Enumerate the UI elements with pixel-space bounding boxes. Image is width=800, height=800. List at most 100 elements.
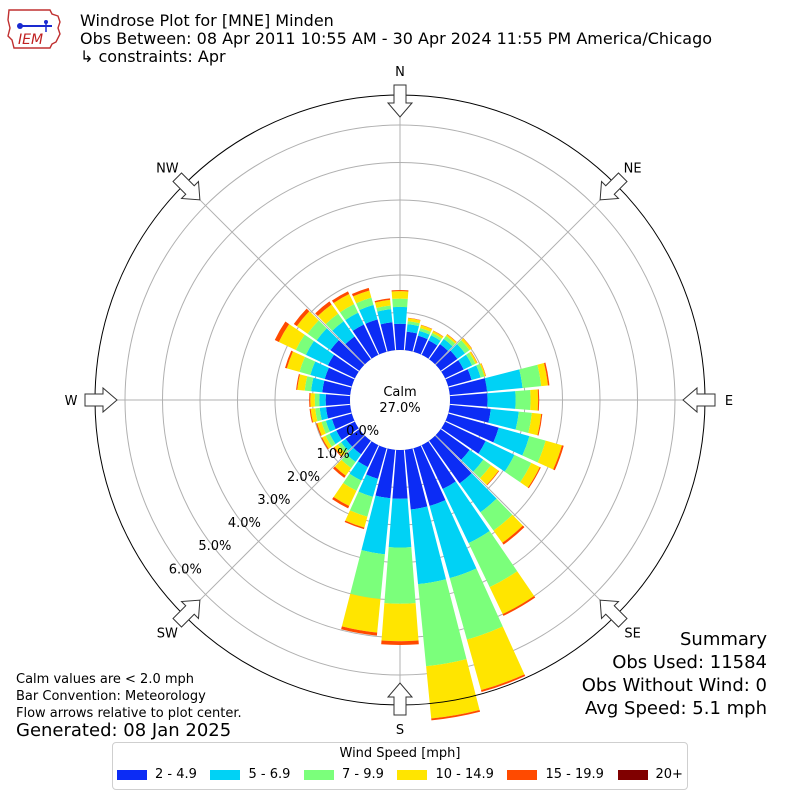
bar-dir20-bin3 [420, 325, 433, 332]
bar-dir140-bin3 [493, 514, 523, 543]
direction-label-w: W [65, 394, 78, 409]
bar-dir230-bin3 [334, 444, 346, 457]
bar-dir290-bin4 [285, 350, 293, 369]
bar-dir110-bin0 [445, 413, 499, 443]
bar-dir200-bin2 [349, 491, 373, 517]
bar-dir170-bin0 [404, 448, 428, 510]
bar-dir260-bin4 [309, 408, 314, 423]
bar-dir340-bin0 [365, 319, 387, 355]
legend-item-5: 20+ [617, 767, 683, 782]
bar-dir110-bin1 [493, 427, 530, 456]
bar-dir290-bin2 [299, 356, 316, 375]
legend-swatch-0 [117, 769, 147, 780]
bar-dir350-bin0 [380, 322, 396, 352]
bar-dir220-bin3 [334, 459, 352, 476]
bar-dir50-bin3 [461, 338, 472, 351]
bar-dir70-bin3 [479, 363, 486, 377]
bar-dir80-bin1 [484, 369, 523, 392]
bar-dir180-bin3 [381, 603, 419, 642]
bar-dir20-bin2 [419, 328, 431, 335]
legend-item-1: 5 - 6.9 [210, 767, 290, 782]
bar-dir240-bin3 [322, 435, 332, 449]
bar-dir10-bin0 [404, 331, 418, 352]
bar-dir220-bin4 [333, 466, 346, 478]
bar-dir200-bin4 [344, 520, 365, 530]
legend-swatch-2 [303, 769, 334, 780]
calm-label: Calm [383, 385, 416, 400]
bar-dir80-bin3 [537, 363, 548, 387]
bar-dir330-bin1 [345, 312, 364, 331]
bar-dir150-bin0 [421, 441, 456, 490]
bar-dir10-bin4 [408, 317, 421, 321]
bar-dir310-bin4 [293, 308, 310, 327]
direction-label-ne: NE [624, 161, 642, 176]
bar-dir0-bin1 [392, 306, 408, 324]
flow-arrow-45 [599, 172, 628, 201]
iem-logo-icon: IEM [6, 6, 64, 52]
axis-labels: N NE E SE S SW W NW 0.0% 1.0% 2.0% 3.0% 4.0% 5.0% 6.0% [65, 65, 734, 738]
bar-dir20-bin1 [417, 330, 430, 340]
bar-dir230-bin2 [338, 442, 349, 454]
constraints-label: ↳ constraints: Apr [80, 47, 226, 66]
bar-dir220-bin0 [353, 435, 371, 455]
bar-dir110-bin2 [522, 436, 546, 463]
bar-dir60-bin4 [470, 351, 478, 364]
bar-dir270-bin2 [314, 393, 320, 407]
radial-tick-4: 4.0% [228, 516, 261, 531]
legend-title: Wind Speed [mph] [339, 746, 461, 761]
bar-dir340-bin3 [353, 290, 372, 304]
bar-dir170-bin3 [426, 659, 480, 719]
bar-dir130-bin3 [479, 465, 499, 485]
bar-dir270-bin3 [310, 393, 316, 407]
bar-dir290-bin3 [286, 351, 305, 372]
bar-dir120-bin3 [520, 462, 540, 488]
bar-dir240-bin1 [329, 430, 342, 445]
legend-label-1: 5 - 6.9 [248, 767, 291, 782]
bar-dir300-bin4 [274, 321, 290, 342]
bar-dir0-bin4 [391, 290, 409, 292]
bar-dir40-bin0 [429, 344, 449, 365]
flow-arrow-270 [84, 386, 118, 414]
bar-dir150-bin4 [502, 595, 536, 616]
bar-dir190-bin1 [361, 495, 391, 555]
bar-dir60-bin0 [441, 360, 464, 379]
flow-arrow-90 [682, 386, 716, 414]
legend-item-4: 15 - 19.9 [507, 767, 604, 782]
bar-dir300-bin1 [305, 341, 334, 366]
bar-dir80-bin0 [448, 378, 488, 396]
bar-dir200-bin0 [366, 445, 387, 479]
bar-dir230-bin0 [345, 429, 365, 447]
direction-label-e: E [725, 394, 733, 409]
bar-dir90-bin1 [487, 391, 516, 409]
bar-dir170-bin4 [431, 709, 481, 721]
radial-tick-6: 6.0% [169, 562, 202, 577]
direction-label-sw: SW [157, 627, 178, 642]
bar-dir60-bin2 [466, 352, 476, 366]
flow-arrow-225 [172, 599, 201, 628]
bar-convention: Bar Convention: Meteorology [16, 689, 206, 704]
bar-dir300-bin3 [278, 324, 305, 351]
bar-dir10-bin1 [406, 324, 419, 334]
grid-spoke-315 [183, 183, 365, 365]
bar-dir80-bin4 [543, 362, 550, 386]
bar-dir180-bin2 [384, 547, 416, 604]
bar-dir250-bin3 [317, 421, 326, 436]
bar-dir290-bin0 [324, 367, 355, 387]
bar-dir70-bin2 [476, 363, 485, 378]
speed-legend: Wind Speed [mph] 2 - 4.9 5 - 6.9 7 - 9.9 10… [112, 742, 688, 790]
bar-dir0-bin0 [394, 323, 406, 351]
bar-dir130-bin1 [461, 449, 484, 472]
bar-dir270-bin0 [325, 394, 351, 406]
bar-dir340-bin4 [351, 287, 370, 297]
bar-dir190-bin3 [341, 593, 381, 633]
bar-dir310-bin1 [316, 328, 339, 351]
legend-label-4: 15 - 19.9 [545, 767, 604, 782]
summary-avg-speed: Avg Speed: 5.1 mph [585, 698, 767, 719]
bar-dir190-bin0 [375, 448, 396, 499]
bar-dir170-bin1 [410, 506, 447, 585]
bar-dir50-bin4 [463, 337, 473, 349]
bar-dir250-bin2 [321, 420, 330, 434]
bar-dir150-bin2 [468, 530, 518, 588]
radial-tick-0: 0.0% [346, 424, 379, 439]
